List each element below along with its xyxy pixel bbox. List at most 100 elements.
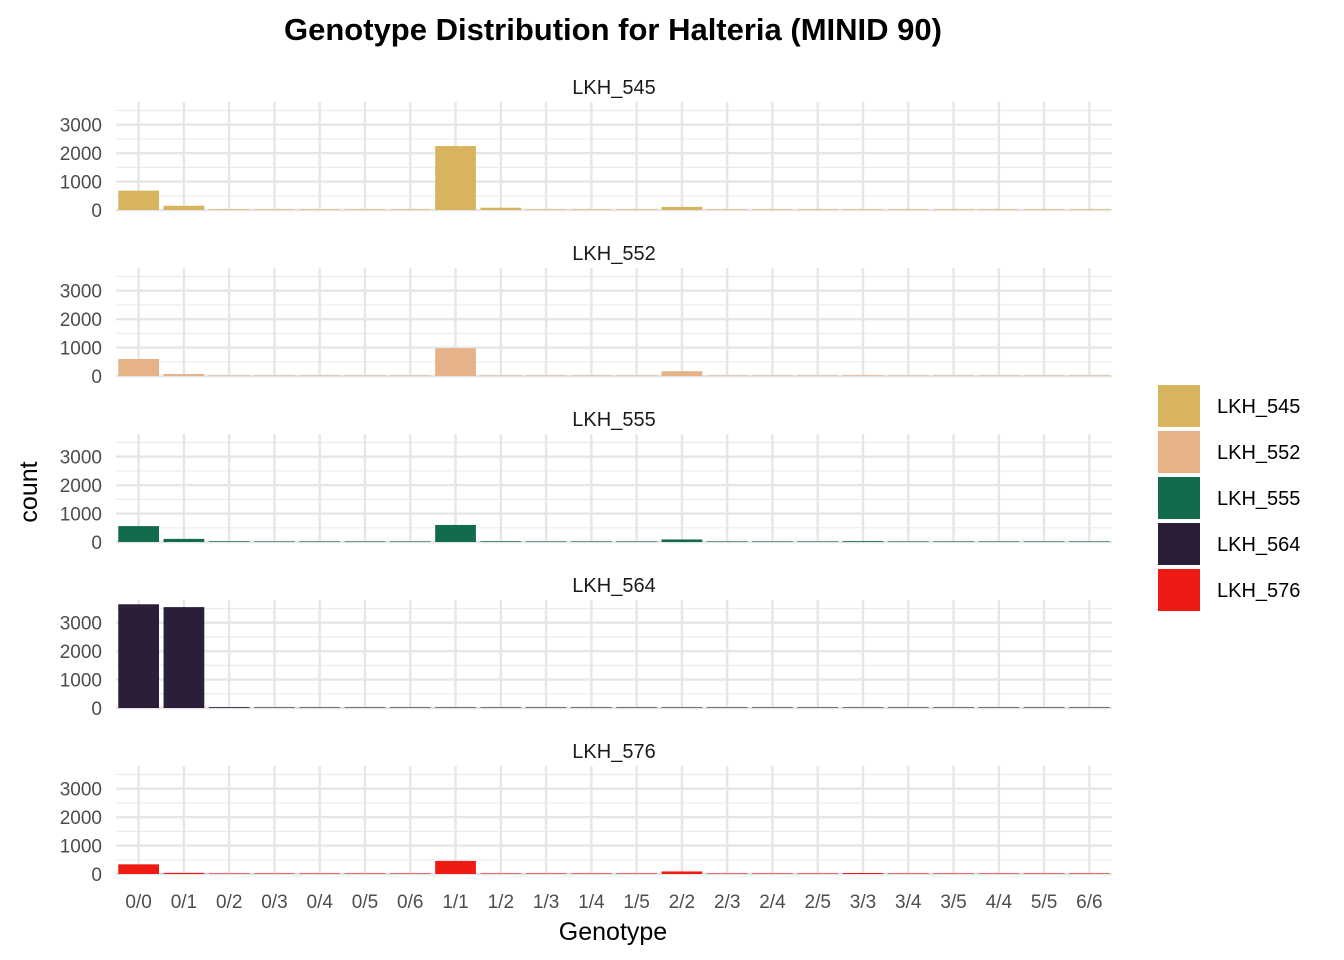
x-tick-label: 3/4: [895, 892, 922, 913]
bar: [1068, 707, 1110, 708]
legend-key: [1158, 477, 1200, 519]
bar: [978, 541, 1020, 542]
facet-panel: LKH_545 0 1000 2000 3000: [60, 77, 1112, 222]
x-tick-label: 2/2: [669, 892, 695, 913]
bar: [118, 864, 160, 874]
bar: [480, 873, 522, 874]
bar: [480, 707, 522, 708]
y-tick-label: 2000: [60, 808, 102, 829]
legend-label: LKH_564: [1217, 534, 1300, 556]
bar: [163, 205, 205, 210]
y-tick-label: 1000: [60, 173, 102, 194]
bar: [299, 707, 341, 708]
y-tick-label: 3000: [60, 614, 102, 635]
bar: [525, 375, 567, 376]
legend-key: [1158, 431, 1200, 473]
bar: [1023, 209, 1065, 210]
bar: [842, 541, 884, 542]
bar: [208, 375, 250, 376]
bar: [163, 607, 205, 708]
bar: [842, 873, 884, 874]
bar: [344, 873, 386, 874]
y-tick-label: 1000: [60, 505, 102, 526]
bar: [842, 209, 884, 210]
x-tick-label: 1/4: [578, 892, 605, 913]
bar: [118, 526, 160, 542]
legend-label: LKH_552: [1217, 442, 1300, 464]
x-tick-label: 0/0: [125, 892, 151, 913]
bar: [525, 873, 567, 874]
facet-panel: LKH_555 0 1000 2000 3000: [60, 409, 1112, 554]
bar: [933, 209, 974, 210]
legend-item: LKH_564: [1158, 523, 1300, 565]
y-axis-title: count: [15, 461, 43, 522]
y-tick-label: 0: [91, 533, 102, 554]
bar: [933, 873, 974, 874]
bar: [797, 541, 839, 542]
bar: [525, 707, 567, 708]
bar: [163, 538, 205, 542]
bar: [435, 707, 476, 708]
bar: [344, 209, 386, 210]
bar: [842, 375, 884, 376]
x-tick-label: 1/3: [533, 892, 559, 913]
bar: [435, 860, 476, 874]
bar: [978, 209, 1020, 210]
x-tick-label: 0/2: [216, 892, 242, 913]
legend-key: [1158, 385, 1200, 427]
bar: [254, 375, 295, 376]
facet-panel: LKH_564 0 1000 2000 3000: [60, 575, 1112, 720]
y-tick-label: 0: [91, 367, 102, 388]
bar: [118, 604, 160, 708]
bar: [344, 707, 386, 708]
facet-label: LKH_576: [572, 741, 655, 763]
facet-label: LKH_555: [572, 409, 655, 431]
facet-label: LKH_552: [572, 243, 655, 265]
bar: [389, 209, 431, 210]
bar: [1068, 541, 1110, 542]
legend-label: LKH_576: [1217, 580, 1300, 602]
bar: [616, 707, 658, 708]
legend-item: LKH_545: [1158, 385, 1300, 427]
bar: [797, 707, 839, 708]
bar: [752, 209, 793, 210]
bar: [480, 541, 522, 542]
x-tick-label: 0/3: [261, 892, 287, 913]
x-tick-label: 3/3: [850, 892, 876, 913]
y-tick-label: 0: [91, 699, 102, 720]
chart-title: Genotype Distribution for Halteria (MINI…: [284, 12, 942, 47]
x-tick-label: 6/6: [1076, 892, 1102, 913]
x-tick-label: 2/5: [805, 892, 831, 913]
bar: [752, 375, 793, 376]
bar: [887, 209, 929, 210]
y-tick-label: 2000: [60, 476, 102, 497]
bar: [344, 375, 386, 376]
bar: [887, 541, 929, 542]
bar: [254, 707, 295, 708]
bar: [299, 209, 341, 210]
bar: [163, 872, 205, 874]
bar: [706, 707, 748, 708]
bar: [797, 873, 839, 874]
facet-panels: LKH_545 0 1000 2000 3000 LKH_552 0 1000 2000 3000…: [60, 77, 1112, 886]
bar: [933, 541, 974, 542]
x-tick-label: 2/3: [714, 892, 740, 913]
bar: [797, 375, 839, 376]
bar: [1068, 873, 1110, 874]
bar: [1023, 707, 1065, 708]
bar: [616, 209, 658, 210]
bar: [1068, 375, 1110, 376]
bar: [480, 207, 522, 210]
x-tick-label: 0/6: [397, 892, 423, 913]
y-tick-label: 3000: [60, 780, 102, 801]
bar: [978, 375, 1020, 376]
bar: [1068, 209, 1110, 210]
bar: [435, 348, 476, 376]
bar: [208, 707, 250, 708]
bar: [570, 873, 612, 874]
bar: [661, 371, 703, 376]
legend: LKH_545 LKH_552 LKH_555 LKH_564 LKH_576: [1158, 385, 1300, 611]
y-tick-label: 3000: [60, 448, 102, 469]
y-tick-label: 0: [91, 201, 102, 222]
